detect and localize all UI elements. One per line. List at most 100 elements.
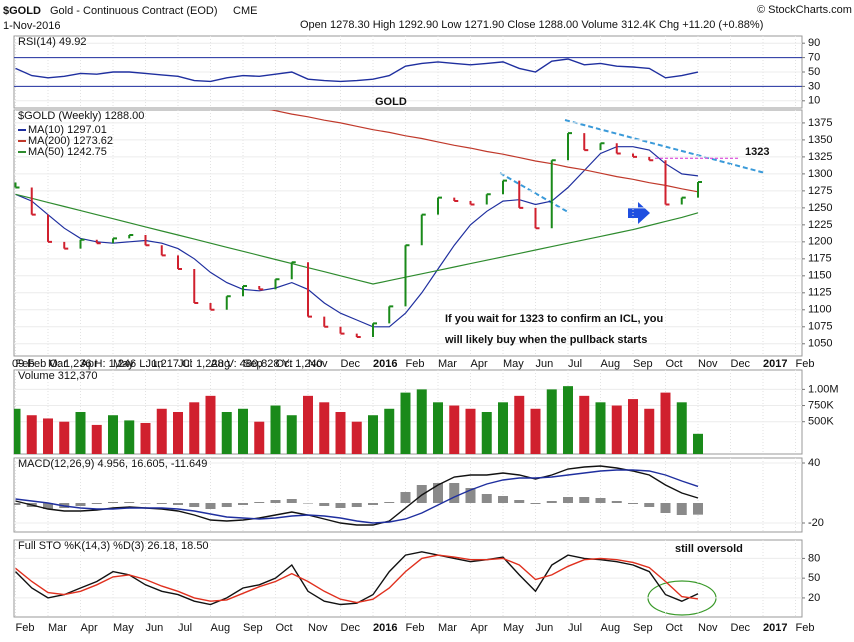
level-label: 1323 [745,146,769,158]
price-bar [567,132,572,161]
histogram-bar [433,483,443,503]
series-line [15,554,699,604]
price-bar [160,245,166,257]
volume-bar [335,412,346,454]
price-bar [79,238,85,249]
panel-title: RSI(14) 49.92 [18,36,86,48]
volume-bar [189,402,200,454]
price-bar [95,239,101,245]
panel-plot [14,36,802,108]
y-tick-label: 90 [808,37,820,49]
volume-bar [400,392,411,454]
x-tick-label: Aug [601,358,621,370]
x-tick-label: Dec [731,358,751,370]
volume-bar [530,408,541,454]
price-bar [14,182,20,189]
y-tick-label: 1075 [808,321,832,333]
y-tick-label: 70 [808,52,820,64]
y-tick-label: 1225 [808,219,832,231]
volume-bar [546,389,557,454]
x-tick-label: Dec [341,358,361,370]
x-tick-label: Oct [276,622,293,634]
volume-bar [303,395,313,454]
volume-bar [579,395,590,454]
x-tick-label: Jun [536,622,554,634]
histogram-bar [238,503,248,505]
price-bar [258,286,264,291]
series-line [15,469,699,524]
x-tick-label: Nov [698,622,718,634]
volume-bar [433,402,443,454]
x-tick-label: Oct [666,622,683,634]
y-tick-label: 1.00M [808,383,839,395]
volume-bar [238,408,248,454]
panel-title: Full STO %K(14,3) %D(3) 26.18, 18.50 [18,540,209,552]
x-tick-label: May [113,622,134,634]
price-bar [290,261,296,280]
price-bar [274,278,280,290]
x-tick-label: Nov [698,358,718,370]
x-tick-label: Mar [438,622,457,634]
volume-bar [351,421,362,454]
histogram-bar [481,494,492,503]
price-bar [112,237,117,244]
histogram-bar [108,502,118,503]
x-tick-label: Feb [16,358,35,370]
bar-info: 09 Feb O: 1,236 H: 1,246 L: 1,217 C: 1,2… [12,358,323,370]
histogram-bar [14,503,21,505]
y-tick-label: 10 [808,95,820,107]
price-bar [502,179,507,195]
annotation: will likely buy when the pullback starts [444,334,647,346]
annotation: GOLD [375,96,407,108]
price-bar [453,197,459,203]
price-bar [193,269,199,304]
histogram-bar [400,492,411,503]
price-bar [583,133,589,152]
histogram-bar [124,502,135,503]
price-bar [388,305,394,324]
price-bar [339,326,345,335]
exchange: CME [233,5,257,17]
volume-bar [611,405,622,454]
histogram-bar [579,497,590,503]
moving-average [269,110,699,193]
x-tick-label: May [503,622,524,634]
histogram-bar [660,503,671,513]
histogram-bar [156,503,167,504]
volume-bar [173,412,183,454]
volume-bar [59,421,70,454]
volume-bar [43,418,53,454]
x-tick-label: Jun [536,358,554,370]
volume-bar [660,392,671,454]
x-tick-label: Mar [438,358,457,370]
y-tick-label: 1250 [808,202,832,214]
y-tick-label: 1300 [808,168,832,180]
histogram-bar [351,503,362,507]
histogram-bar [221,503,232,507]
volume-bar [465,408,476,454]
price-bar [242,285,247,297]
x-tick-label: Feb [796,358,815,370]
x-tick-label: Apr [471,358,488,370]
y-tick-label: 50 [808,572,820,584]
panel-title: MACD(12,26,9) 4.956, 16.605, -11.649 [18,458,207,470]
y-tick-label: 750K [808,399,834,411]
quote: Open 1278.30 High 1292.90 Low 1271.90 Cl… [300,19,763,31]
volume-bar [221,412,232,454]
volume-bar [595,402,606,454]
histogram-bar [693,503,703,515]
annotation: If you wait for 1323 to confirm an ICL, … [445,313,663,325]
histogram-bar [449,483,460,503]
x-tick-label: Jul [568,622,582,634]
x-tick-label: Mar [48,358,67,370]
x-tick-label: Nov [308,622,328,634]
x-tick-label: Apr [471,622,488,634]
x-tick-label: Dec [341,622,361,634]
x-tick-label: Aug [211,622,231,634]
histogram-bar [595,498,606,503]
x-tick-label: Oct [666,358,683,370]
x-tick-label: 2016 [373,358,397,370]
y-tick-label: 1125 [808,287,832,299]
price-bar [30,187,36,216]
price-bar [550,159,556,229]
